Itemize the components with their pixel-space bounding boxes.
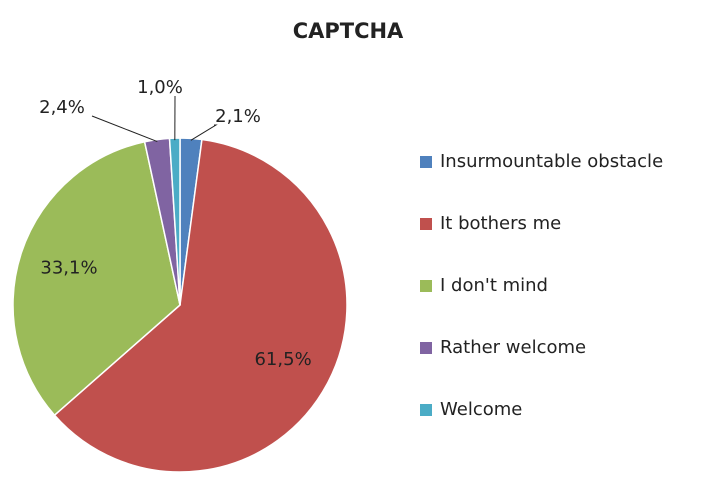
chart-title: CAPTCHA [293, 19, 404, 43]
legend-swatch [420, 404, 432, 416]
pie-slice [12, 140, 181, 417]
leader-line [91, 115, 158, 143]
legend-label: I don't mind [440, 275, 548, 296]
data-label: 61,5% [254, 349, 311, 370]
legend-label: Welcome [440, 399, 522, 420]
legend-swatch [420, 280, 432, 292]
legend-label: Insurmountable obstacle [440, 151, 663, 172]
legend-swatch [420, 156, 432, 168]
data-label: 2,4% [39, 97, 85, 118]
legend-label: It bothers me [440, 213, 561, 234]
leader-line [190, 124, 218, 141]
legend-label: Rather welcome [440, 337, 586, 358]
data-label: 1,0% [137, 77, 183, 98]
data-label: 33,1% [40, 257, 97, 278]
legend-swatch [420, 218, 432, 230]
legend-swatch [420, 342, 432, 354]
data-label: 2,1% [215, 106, 261, 127]
pie-slice [53, 138, 348, 473]
